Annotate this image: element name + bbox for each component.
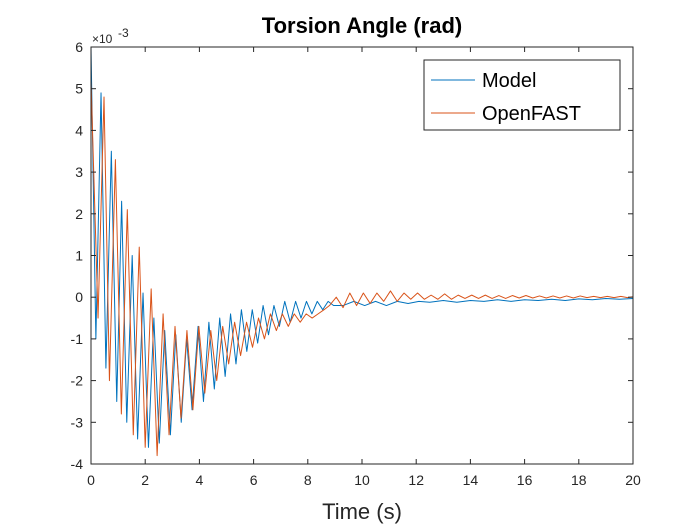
y-tick-label: 5 bbox=[75, 81, 83, 97]
y-tick-labels: -4 -3 -2 -1 0 1 2 3 4 5 6 bbox=[71, 39, 84, 472]
axes bbox=[90, 46, 634, 465]
x-axis-label: Time (s) bbox=[322, 499, 402, 524]
y-tick-label: 2 bbox=[75, 206, 83, 222]
x-tick-labels: 0 2 4 6 8 10 12 14 16 18 20 bbox=[87, 472, 641, 488]
legend: Model OpenFAST bbox=[423, 59, 621, 131]
x-tick-label: 10 bbox=[354, 472, 370, 488]
x-tick-label: 14 bbox=[463, 472, 479, 488]
x-tick-label: 20 bbox=[625, 472, 641, 488]
x-tick-label: 6 bbox=[250, 472, 258, 488]
y-tick-label: -4 bbox=[71, 456, 84, 472]
x-tick-label: 16 bbox=[517, 472, 533, 488]
series-line-openfast bbox=[90, 80, 634, 457]
chart-title: Torsion Angle (rad) bbox=[262, 13, 462, 38]
x-tick-label: 12 bbox=[408, 472, 424, 488]
y-tick-label: 3 bbox=[75, 164, 83, 180]
legend-box bbox=[423, 59, 621, 131]
y-tick-label: 4 bbox=[75, 122, 83, 138]
x-tick-label: 18 bbox=[571, 472, 587, 488]
x-tick-label: 4 bbox=[196, 472, 204, 488]
y-tick-label: -1 bbox=[71, 331, 84, 347]
legend-label-openfast: OpenFAST bbox=[482, 103, 581, 125]
series-line-model bbox=[90, 46, 634, 448]
y-exponent-label: ×10 -3 bbox=[92, 26, 129, 46]
x-tick-label: 0 bbox=[87, 472, 95, 488]
y-tick-label: 0 bbox=[75, 289, 83, 305]
y-tick-label: -3 bbox=[71, 414, 84, 430]
y-exponent-base: ×10 bbox=[92, 32, 113, 46]
x-tick-label: 8 bbox=[304, 472, 312, 488]
x-tick-label: 2 bbox=[141, 472, 149, 488]
y-tick-label: -2 bbox=[71, 373, 84, 389]
y-tick-label: 6 bbox=[75, 39, 83, 55]
legend-label-model: Model bbox=[482, 70, 536, 92]
y-tick-label: 1 bbox=[75, 248, 83, 264]
series-layer bbox=[90, 46, 634, 457]
y-exponent-power: -3 bbox=[118, 26, 129, 40]
